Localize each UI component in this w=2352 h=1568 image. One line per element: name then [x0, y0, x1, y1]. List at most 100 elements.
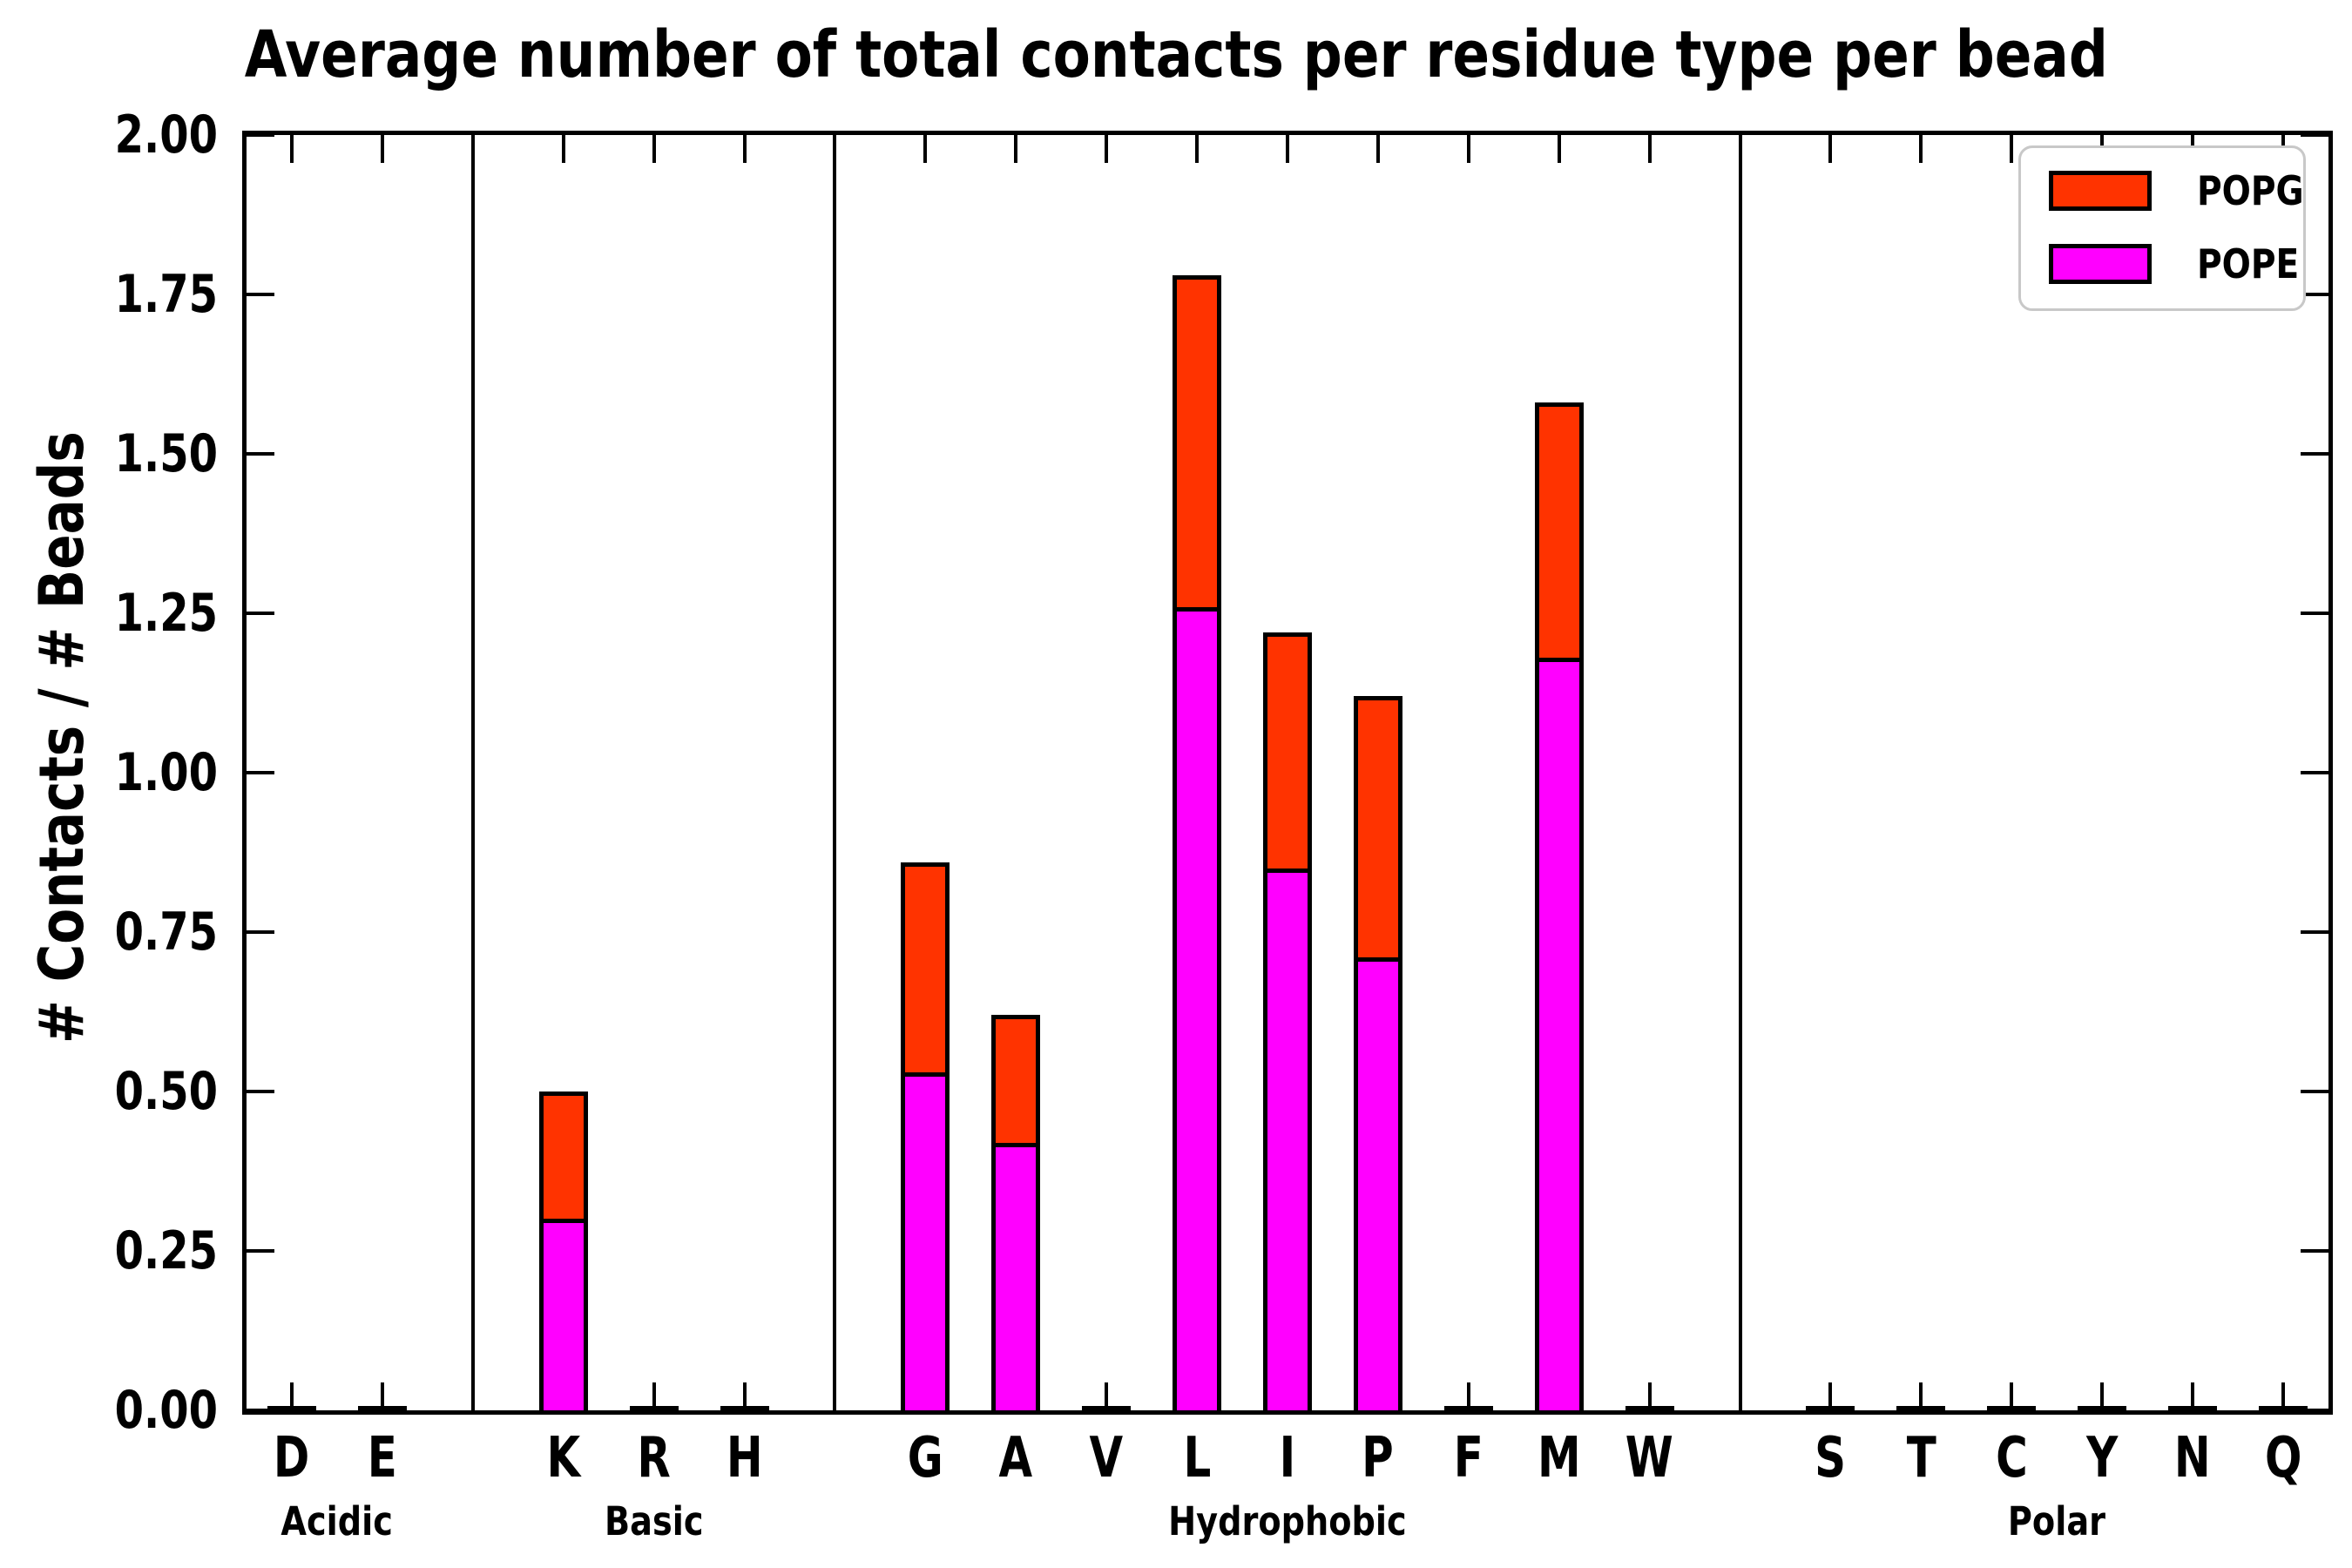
- bar-pope-segment: [538, 1219, 588, 1410]
- x-tick-label: N: [2132, 1430, 2254, 1486]
- x-tick-label: Q: [2222, 1430, 2344, 1486]
- bar-pope-segment: [991, 1142, 1041, 1410]
- trace-bar: [2168, 1406, 2218, 1410]
- bar-popg-segment: [1263, 632, 1312, 868]
- y-tick-label: 0.50: [24, 1065, 218, 1118]
- x-tick-label: P: [1317, 1430, 1439, 1486]
- y-tick-right: [2301, 293, 2328, 296]
- group-label: Basic: [463, 1502, 846, 1541]
- y-tick-right: [2301, 930, 2328, 934]
- y-tick-right: [2301, 133, 2328, 137]
- legend-row-pope: POPE: [2049, 244, 2303, 284]
- x-tick-label: V: [1045, 1430, 1167, 1486]
- y-tick-label-text: 0.75: [114, 902, 218, 963]
- x-tick-top: [1557, 135, 1561, 163]
- bar-popg-segment: [1353, 696, 1402, 958]
- x-tick-label-text: Y: [2086, 1426, 2119, 1490]
- y-tick-left: [247, 452, 274, 456]
- x-tick-label: M: [1498, 1430, 1620, 1486]
- group-label-text: Acidic: [280, 1498, 394, 1544]
- bar-pope-segment: [1534, 658, 1584, 1410]
- trace-bar: [2259, 1406, 2308, 1410]
- x-tick-label-text: R: [637, 1426, 671, 1490]
- y-tick-label: 1.50: [24, 428, 218, 480]
- x-tick-label: Y: [2041, 1430, 2163, 1486]
- x-tick-top: [652, 135, 656, 163]
- y-tick-left: [247, 1409, 274, 1412]
- x-tick-top: [1375, 135, 1380, 163]
- x-tick-label: S: [1769, 1430, 1891, 1486]
- y-tick-label: 0.00: [24, 1384, 218, 1436]
- y-tick-label-text: 1.25: [114, 583, 218, 644]
- x-tick-bottom: [1828, 1382, 1833, 1410]
- x-tick-label-text: G: [907, 1426, 943, 1490]
- trace-bar: [1082, 1406, 1132, 1410]
- x-tick-top: [1466, 135, 1470, 163]
- group-label: Hydrophobic: [1096, 1502, 1479, 1541]
- y-tick-right: [2301, 771, 2328, 774]
- y-tick-label: 1.00: [24, 747, 218, 799]
- y-tick-left: [247, 1249, 274, 1253]
- legend-swatch-popg: [2049, 171, 2152, 211]
- x-tick-bottom: [1466, 1382, 1470, 1410]
- y-tick-label-text: 1.00: [114, 742, 218, 803]
- x-tick-label-text: E: [367, 1426, 397, 1490]
- group-label-text: Hydrophobic: [1168, 1498, 1407, 1544]
- y-tick-right: [2301, 612, 2328, 615]
- x-tick-label: E: [321, 1430, 443, 1486]
- y-tick-label-text: 0.25: [114, 1220, 218, 1281]
- x-tick-label-text: T: [1906, 1426, 1936, 1490]
- x-tick-label: A: [955, 1430, 1077, 1486]
- y-tick-left: [247, 930, 274, 934]
- x-tick-label-text: I: [1279, 1426, 1296, 1490]
- y-tick-label: 1.75: [24, 268, 218, 321]
- y-tick-label-text: 1.75: [114, 264, 218, 325]
- trace-bar: [1625, 1406, 1674, 1410]
- bar-popg-segment: [901, 862, 950, 1073]
- y-tick-right: [2301, 1249, 2328, 1253]
- x-tick-top: [289, 135, 294, 163]
- x-tick-bottom: [2100, 1382, 2105, 1410]
- trace-bar: [1896, 1406, 1946, 1410]
- x-tick-label: W: [1589, 1430, 1711, 1486]
- x-tick-bottom: [1919, 1382, 1923, 1410]
- x-tick-top: [1647, 135, 1652, 163]
- legend-label-pope: POPE: [2197, 240, 2300, 287]
- x-tick-bottom: [289, 1382, 294, 1410]
- legend-swatch-pope: [2049, 244, 2152, 284]
- bar-pope-segment: [901, 1072, 950, 1410]
- x-tick-label-text: A: [998, 1426, 1033, 1490]
- trace-bar: [1987, 1406, 2037, 1410]
- x-tick-top: [923, 135, 928, 163]
- trace-bar: [1806, 1406, 1855, 1410]
- chart-title-text: Average number of total contacts per res…: [244, 17, 2108, 92]
- x-tick-label: G: [864, 1430, 986, 1486]
- x-tick-label-text: L: [1183, 1426, 1211, 1490]
- x-tick-bottom: [2191, 1382, 2195, 1410]
- trace-bar: [357, 1406, 407, 1410]
- x-tick-top: [2010, 135, 2014, 163]
- bar-pope-segment: [1353, 957, 1402, 1410]
- legend-label-popg: POPG: [2197, 167, 2304, 214]
- y-tick-label: 1.25: [24, 587, 218, 639]
- x-tick-top: [1195, 135, 1200, 163]
- group-label: Polar: [1865, 1502, 2248, 1541]
- x-tick-label-text: W: [1625, 1426, 1674, 1490]
- y-tick-left: [247, 1090, 274, 1093]
- y-tick-right: [2301, 1409, 2328, 1412]
- x-tick-label: T: [1860, 1430, 1982, 1486]
- trace-bar: [629, 1406, 679, 1410]
- y-tick-left: [247, 612, 274, 615]
- y-tick-label-text: 1.50: [114, 423, 218, 484]
- y-tick-label-text: 2.00: [114, 105, 218, 166]
- x-tick-label: R: [593, 1430, 715, 1486]
- x-tick-bottom: [2010, 1382, 2014, 1410]
- x-tick-bottom: [652, 1382, 656, 1410]
- trace-bar: [720, 1406, 769, 1410]
- chart-title: Average number of total contacts per res…: [0, 23, 2352, 87]
- x-tick-top: [1014, 135, 1018, 163]
- x-tick-label-text: K: [546, 1426, 581, 1490]
- x-tick-label: C: [1950, 1430, 2072, 1486]
- x-tick-bottom: [742, 1382, 747, 1410]
- x-tick-label: K: [503, 1430, 625, 1486]
